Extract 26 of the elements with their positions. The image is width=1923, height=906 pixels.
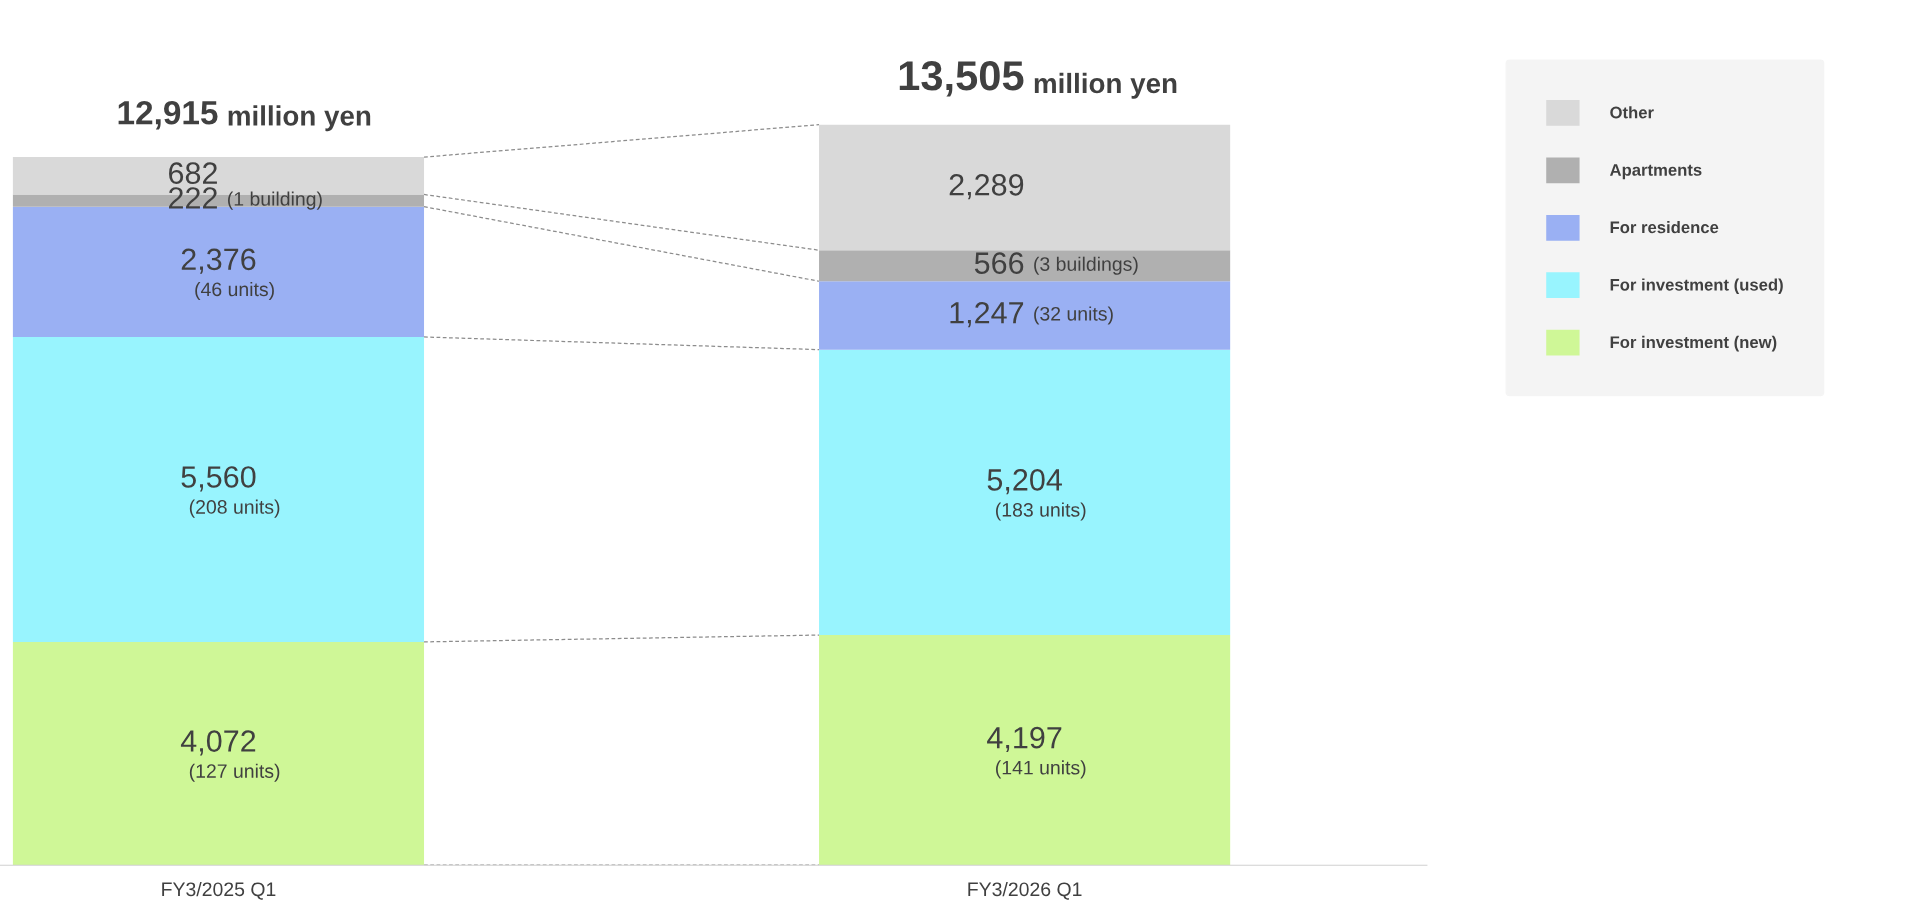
data-label: 5,560 (208 units) — [181, 466, 280, 518]
data-label: 1,247 (32 units) — [950, 302, 1113, 328]
bar — [819, 250, 1231, 282]
data-label: 2,376 (46 units) — [181, 248, 274, 301]
bar — [12, 641, 425, 866]
legend-label: Other — [1610, 106, 1654, 119]
bar — [819, 635, 1231, 866]
legend-label: For residence — [1610, 221, 1719, 234]
x-tick-label: FY3/2026 Q1 — [968, 881, 1082, 900]
data-label: 222 (1 building) — [169, 187, 322, 210]
data-label: 682 — [169, 162, 217, 184]
data-label: 4,072 (127 units) — [180, 730, 280, 782]
bar — [12, 336, 425, 642]
data-label: 5,204 (183 units) — [987, 469, 1086, 521]
legend-label: For investment (used) — [1610, 278, 1783, 294]
data-label: 2,289 — [949, 174, 1024, 200]
total-label: 12,915 million yen — [118, 100, 371, 132]
bar — [819, 124, 1231, 251]
bar — [819, 349, 1231, 636]
data-label: 566 (3 buildings) — [974, 252, 1138, 275]
bar — [819, 281, 1231, 350]
legend-label: Apartments — [1609, 164, 1702, 180]
x-tick-label: FY3/2025 Q1 — [162, 881, 276, 900]
data-label: 4,197 (141 units) — [987, 726, 1086, 779]
total-label: 13,505 million yen — [899, 61, 1177, 99]
legend-label: For investment (new) — [1610, 335, 1777, 352]
